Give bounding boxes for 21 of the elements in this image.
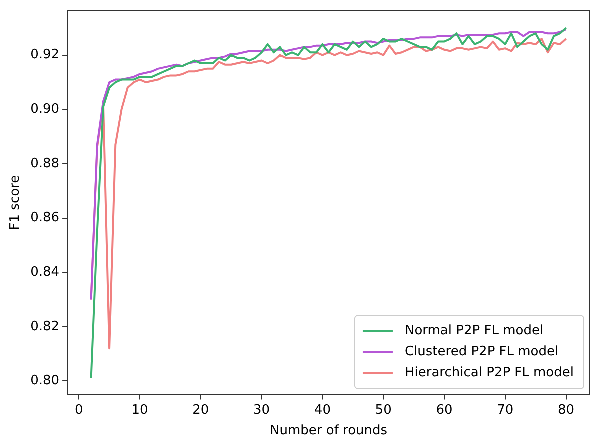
x-axis-title: Number of rounds — [270, 424, 388, 439]
x-tick-label: 80 — [558, 402, 575, 418]
x-tick-label: 50 — [375, 402, 392, 418]
x-tick-label: 60 — [436, 402, 453, 418]
legend-label: Normal P2P FL model — [404, 324, 544, 339]
y-tick-label: 0.82 — [30, 319, 60, 334]
y-tick-label: 0.90 — [30, 102, 60, 118]
x-tick-label: 30 — [254, 402, 270, 418]
y-tick-label: 0.88 — [30, 156, 60, 172]
y-tick-label: 0.80 — [30, 374, 60, 389]
y-tick-label: 0.84 — [30, 264, 60, 280]
y-tick-label: 0.92 — [30, 48, 60, 63]
x-tick-label: 0 — [74, 402, 84, 418]
legend-label: Clustered P2P FL model — [404, 344, 559, 360]
x-tick-label: 70 — [497, 402, 514, 418]
x-tick-label: 40 — [314, 402, 331, 418]
x-tick-label: 20 — [192, 402, 210, 418]
legend-label: Hierarchical P2P FL model — [404, 366, 574, 381]
x-tick-label: 10 — [132, 402, 148, 418]
y-axis-title: F1 score — [8, 175, 24, 230]
y-tick-label: 0.86 — [30, 210, 60, 226]
